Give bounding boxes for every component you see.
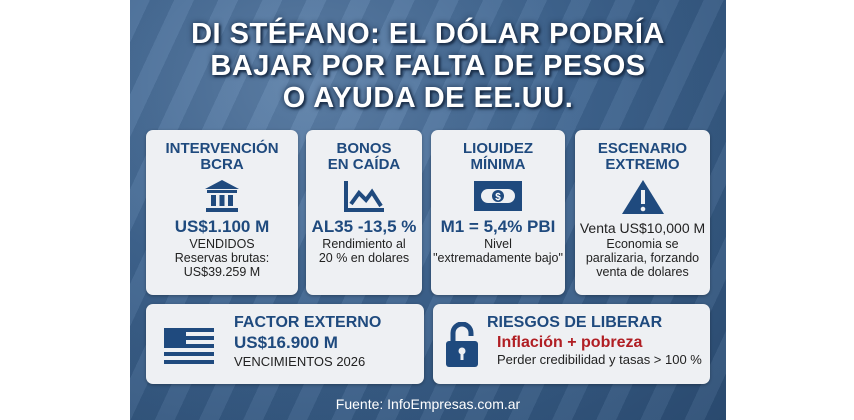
card-value: AL35 -13,5 % bbox=[311, 217, 417, 236]
warning-icon bbox=[621, 180, 664, 214]
headline-line: BAJAR POR FALTA DE PESOS bbox=[210, 50, 646, 82]
card-heading: BONOS bbox=[336, 140, 392, 157]
card-text: "extremadamente bajo" bbox=[433, 251, 563, 265]
card-escenario-extremo: ESCENARIO EXTREMO Venta US$10,000 M Econo… bbox=[575, 130, 710, 295]
source-footer: Fuente: InfoEmpresas.com.ar bbox=[335, 396, 521, 412]
card-text: Reservas brutas: bbox=[174, 251, 270, 265]
infographic: DI STÉFANO: EL DÓLAR PODRÍA BAJAR POR FA… bbox=[130, 0, 726, 420]
card-factor-externo: FACTOR EXTERNO US$16.900 M VENCIMIENTOS … bbox=[146, 304, 424, 384]
card-text: Economia se bbox=[606, 237, 679, 251]
headline: DI STÉFANO: EL DÓLAR PODRÍA BAJAR POR FA… bbox=[130, 18, 726, 114]
card-value: Venta US$10,000 M bbox=[579, 220, 706, 236]
card-text: Perder credibilidad y tasas > 100 % bbox=[497, 352, 702, 367]
card-heading: MÍNIMA bbox=[470, 156, 526, 173]
unlocked-padlock-icon bbox=[446, 322, 478, 367]
card-heading: RIESGOS DE LIBERAR bbox=[487, 314, 663, 331]
card-heading: INTERVENCIÓN bbox=[165, 140, 279, 157]
card-riesgos-de-liberar: RIESGOS DE LIBERAR Inflación + pobreza P… bbox=[433, 304, 710, 384]
us-flag-icon bbox=[164, 328, 214, 364]
card-text: Nivel bbox=[484, 237, 512, 251]
chart-down-icon bbox=[344, 181, 384, 212]
card-intervencion-bcra: INTERVENCIÓN BCRA US$1.100 M VENDIDOS Res… bbox=[146, 130, 298, 295]
card-text: VENDIDOS bbox=[189, 237, 255, 251]
card-text: 20 % en dolares bbox=[318, 251, 410, 265]
card-liquidez-minima: LIOUIDEZ MÍNIMA $ M1 = 5,4% PBI Nivel "ex… bbox=[431, 130, 565, 295]
card-heading: LIOUIDEZ bbox=[463, 140, 533, 157]
bank-icon bbox=[205, 180, 239, 212]
card-heading: EXTREMO bbox=[605, 156, 680, 173]
card-text: venta de dolares bbox=[596, 265, 689, 279]
card-highlight: Inflación + pobreza bbox=[497, 334, 643, 351]
card-heading: FACTOR EXTERNO bbox=[234, 314, 382, 331]
card-heading: EN CAÍDA bbox=[327, 156, 401, 173]
card-text: paralizaria, forzando bbox=[585, 251, 700, 265]
card-heading: BCRA bbox=[200, 156, 244, 173]
headline-line: O AYUDA DE EE.UU. bbox=[282, 82, 574, 114]
card-value: M1 = 5,4% PBI bbox=[440, 217, 556, 236]
headline-line: DI STÉFANO: EL DÓLAR PODRÍA bbox=[191, 18, 665, 50]
card-text: VENCIMIENTOS 2026 bbox=[234, 354, 366, 369]
banknote-icon: $ bbox=[474, 181, 522, 211]
card-value: US$16.900 M bbox=[234, 333, 338, 352]
svg-text:$: $ bbox=[495, 192, 501, 203]
card-text: US$39.259 M bbox=[183, 265, 261, 279]
card-value: US$1.100 M bbox=[174, 217, 270, 236]
card-heading: ESCENARIO bbox=[597, 140, 688, 157]
card-bonos-en-caida: BONOS EN CAÍDA AL35 -13,5 % Rendimiento a… bbox=[306, 130, 422, 295]
card-text: Rendimiento al bbox=[322, 237, 406, 251]
